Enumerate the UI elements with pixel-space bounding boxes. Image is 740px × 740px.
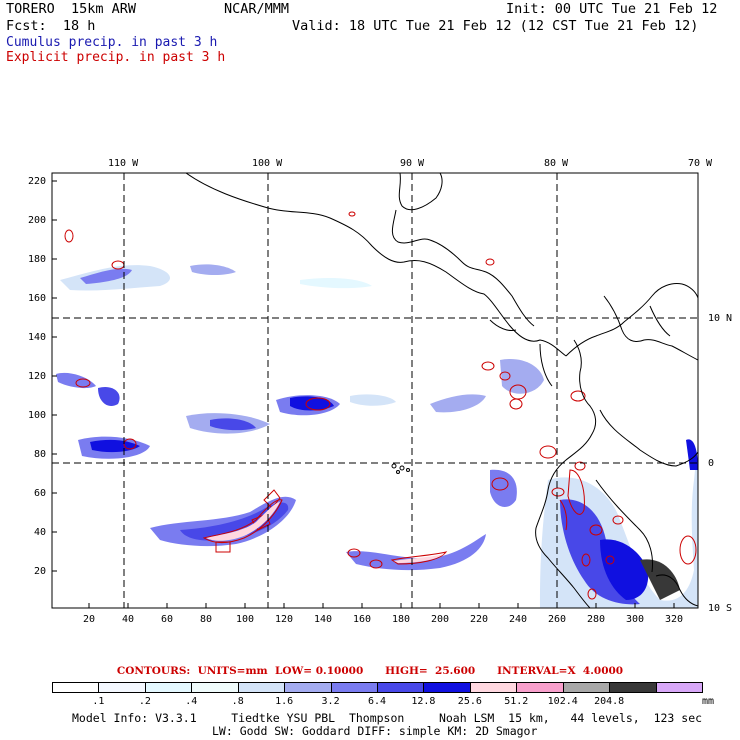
contours-info: CONTOURS: UNITS=mm LOW= 0.10000 HIGH= 25… bbox=[116, 665, 624, 677]
legend-cumulus: Cumulus precip. in past 3 h bbox=[6, 35, 218, 50]
colorbar-label: .8 bbox=[231, 696, 244, 707]
colorbar-swatch bbox=[330, 682, 378, 693]
colorbar-swatch bbox=[98, 682, 146, 693]
colorbar-label: 51.2 bbox=[504, 696, 529, 707]
x-tick-label: 40 bbox=[121, 614, 135, 625]
x-tick-label: 100 bbox=[235, 614, 255, 625]
x-tick-label: 240 bbox=[508, 614, 528, 625]
init-time: Init: 00 UTC Tue 21 Feb 12 bbox=[506, 1, 718, 17]
colorbar-label: .4 bbox=[185, 696, 198, 707]
y-tick-label: 80 bbox=[33, 449, 46, 460]
x-tick-label: 20 bbox=[82, 614, 96, 625]
x-tick-label: 180 bbox=[391, 614, 411, 625]
colorbar-label: .1 bbox=[92, 696, 105, 707]
x-tick-label: 120 bbox=[274, 614, 294, 625]
colorbar-label: 3.2 bbox=[321, 696, 340, 707]
y-tick-label: 200 bbox=[27, 215, 46, 226]
colorbar-swatch bbox=[516, 682, 564, 693]
lon-label-80w: 80 W bbox=[544, 158, 569, 169]
model-info-line2: LW: Godd SW: Goddard DIFF: simple KM: 2D… bbox=[212, 724, 538, 738]
x-tick-label: 80 bbox=[199, 614, 213, 625]
valid-time: Valid: 18 UTC Tue 21 Feb 12 (12 CST Tue … bbox=[292, 18, 699, 34]
colorbar-swatch bbox=[562, 682, 611, 693]
x-tick-label: 60 bbox=[160, 614, 174, 625]
lon-label-100w: 100 W bbox=[252, 158, 283, 169]
lon-label-90w: 90 W bbox=[400, 158, 425, 169]
colorbar-label: .2 bbox=[138, 696, 151, 707]
y-tick-label: 20 bbox=[33, 566, 46, 577]
forecast-hour: Fcst: 18 h bbox=[6, 18, 96, 34]
map-frame bbox=[51, 172, 699, 609]
legend-explicit: Explicit precip. in past 3 h bbox=[6, 50, 226, 65]
colorbar-unit: mm bbox=[702, 696, 715, 707]
x-tick-label: 140 bbox=[313, 614, 333, 625]
colorbar-swatch bbox=[655, 682, 703, 693]
x-tick-label: 280 bbox=[586, 614, 606, 625]
colorbar-label: 25.6 bbox=[457, 696, 482, 707]
coastlines bbox=[185, 173, 698, 608]
lon-label-70w: 70 W bbox=[688, 158, 713, 169]
colorbar-swatch bbox=[52, 682, 100, 693]
colorbar-label: 6.4 bbox=[367, 696, 387, 707]
colorbar-swatch bbox=[237, 682, 286, 693]
colorbar-swatch bbox=[423, 682, 471, 693]
colorbar-swatch bbox=[144, 682, 193, 693]
y-tick-label: 220 bbox=[27, 176, 46, 187]
x-tick-label: 200 bbox=[430, 614, 450, 625]
y-tick-label: 160 bbox=[27, 293, 46, 304]
y-tick-label: 180 bbox=[27, 254, 46, 265]
x-tick-label: 300 bbox=[625, 614, 645, 625]
y-tick-label: 60 bbox=[33, 488, 46, 499]
colorbar-swatch bbox=[609, 682, 657, 693]
y-tick-label: 40 bbox=[33, 527, 46, 538]
colorbar-label: 12.8 bbox=[411, 696, 436, 707]
colorbar-label: 204.8 bbox=[594, 696, 625, 707]
model-info-line1: Model Info: V3.3.1 Tiedtke YSU PBL Thomp… bbox=[72, 711, 703, 725]
lon-label-110w: 110 W bbox=[108, 158, 139, 169]
y-tick-label: 100 bbox=[27, 410, 46, 421]
colorbar-swatch bbox=[191, 682, 239, 693]
model-title: TORERO 15km ARW bbox=[6, 1, 137, 17]
y-tick-label: 140 bbox=[27, 332, 46, 343]
lat-label-10s: 10 S bbox=[708, 603, 733, 614]
colorbar-swatch bbox=[377, 682, 425, 693]
x-tick-label: 260 bbox=[547, 614, 567, 625]
lat-label-0: 0 bbox=[708, 458, 715, 469]
x-tick-marks bbox=[88, 603, 675, 608]
y-tick-label: 120 bbox=[27, 371, 46, 382]
y-tick-marks bbox=[52, 180, 57, 572]
x-tick-label: 320 bbox=[664, 614, 684, 625]
colorbar-label: 102.4 bbox=[547, 696, 578, 707]
colorbar-label: 1.6 bbox=[275, 696, 294, 707]
x-tick-label: 160 bbox=[352, 614, 372, 625]
cumulus-precip-areas bbox=[56, 264, 698, 608]
x-tick-label: 220 bbox=[469, 614, 489, 625]
organization-label: NCAR/MMM bbox=[224, 1, 290, 17]
colorbar-swatch bbox=[284, 682, 332, 693]
heavy-precip-fill bbox=[206, 502, 444, 563]
colorbar-swatch bbox=[469, 682, 518, 693]
lat-label-10n: 10 N bbox=[708, 313, 733, 324]
lat-lon-grid bbox=[52, 173, 698, 608]
